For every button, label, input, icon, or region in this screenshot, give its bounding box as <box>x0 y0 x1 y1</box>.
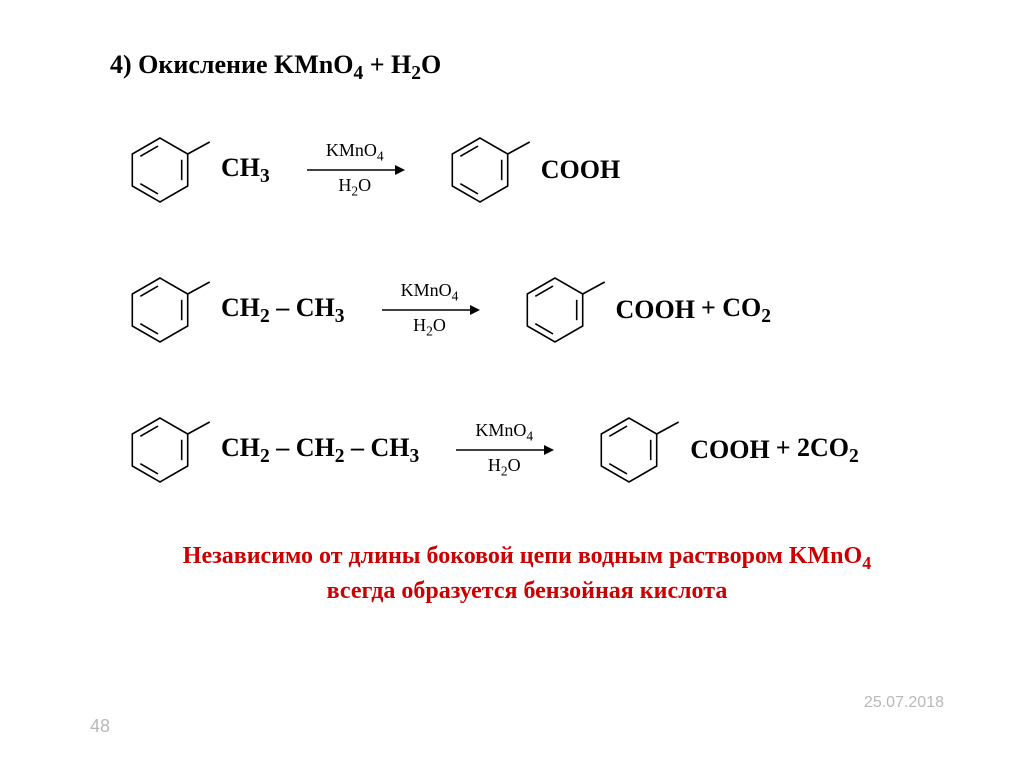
reactant-molecule: CH3 <box>120 125 270 215</box>
arrow-reagent-top: KMnO4 <box>475 421 533 444</box>
reactant-molecule: CH2 – CH2 – CH3 <box>120 405 419 495</box>
reaction-row: CH3 KMnO4 H2O COOH <box>120 125 964 215</box>
arrow-reagent-top: KMnO4 <box>326 141 384 164</box>
benzene-ring-icon <box>120 265 215 355</box>
product-molecule: COOH <box>440 125 620 215</box>
product-molecule: COOH <box>515 265 695 355</box>
byproduct: + CO2 <box>701 293 771 328</box>
product-substituent: COOH <box>616 295 695 325</box>
product-molecule: COOH <box>589 405 769 495</box>
reactant-substituent: CH2 – CH3 <box>221 293 345 328</box>
benzene-ring-icon <box>120 405 215 495</box>
reaction-list: CH3 KMnO4 H2O COOH CH2 – CH3 KMnO4 <box>120 125 964 495</box>
arrow-reagent-bottom: H2O <box>338 176 371 199</box>
reaction-arrow: KMnO4 H2O <box>449 421 559 479</box>
conclusion-text: Независимо от длины боковой цепи водным … <box>90 540 964 607</box>
reaction-row: CH2 – CH3 KMnO4 H2O COOH + CO2 <box>120 265 964 355</box>
benzene-ring-icon <box>589 405 684 495</box>
reaction-row: CH2 – CH2 – CH3 KMnO4 H2O COOH + 2CO2 <box>120 405 964 495</box>
page-number: 48 <box>90 716 110 737</box>
slide-date: 25.07.2018 <box>864 694 944 712</box>
reactant-substituent: CH2 – CH2 – CH3 <box>221 433 419 468</box>
arrow-reagent-top: KMnO4 <box>401 281 459 304</box>
benzene-ring-icon <box>120 125 215 215</box>
arrow-reagent-bottom: H2O <box>413 316 446 339</box>
conclusion-line-2: всегда образуется бензойная кислота <box>327 578 728 604</box>
reaction-arrow: KMnO4 H2O <box>375 281 485 339</box>
reactant-molecule: CH2 – CH3 <box>120 265 345 355</box>
section-heading: 4) Окисление KMnO4 + H2O <box>110 50 964 85</box>
product-substituent: COOH <box>541 155 620 185</box>
reaction-arrow-icon <box>454 444 554 456</box>
reaction-arrow-icon <box>380 304 480 316</box>
reactant-substituent: CH3 <box>221 153 270 188</box>
conclusion-line-1: Независимо от длины боковой цепи водным … <box>183 543 871 569</box>
benzene-ring-icon <box>440 125 535 215</box>
reaction-arrow-icon <box>305 164 405 176</box>
product-substituent: COOH <box>690 435 769 465</box>
byproduct: + 2CO2 <box>776 433 859 468</box>
reaction-arrow: KMnO4 H2O <box>300 141 410 199</box>
arrow-reagent-bottom: H2O <box>488 456 521 479</box>
slide: 4) Окисление KMnO4 + H2O CH3 KMnO4 H2O C… <box>0 0 1024 767</box>
benzene-ring-icon <box>515 265 610 355</box>
